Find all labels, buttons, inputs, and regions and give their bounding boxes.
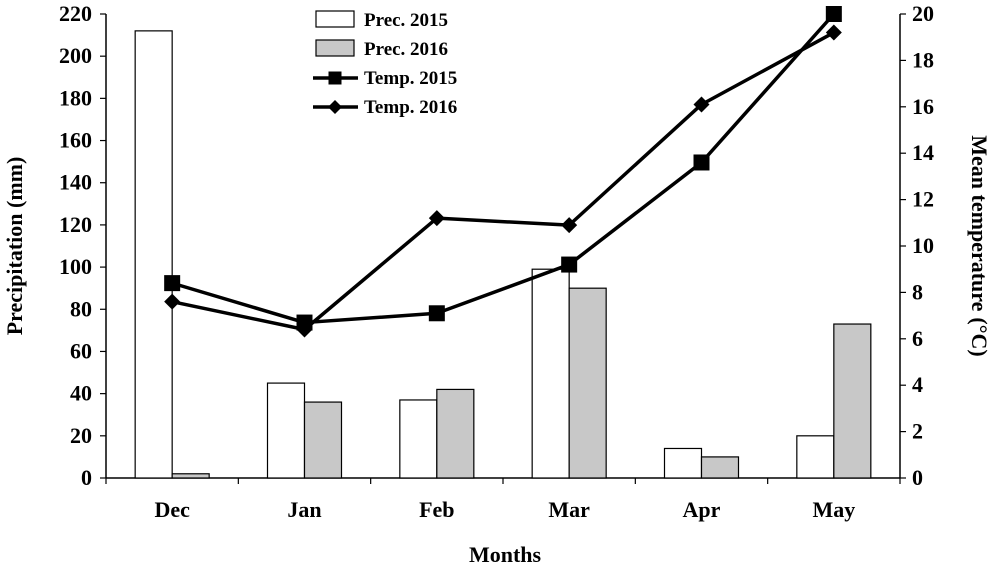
bar-prec-2016-may [833, 323, 872, 479]
y2-tick-label: 14 [912, 140, 934, 165]
y-tick-label: 140 [59, 170, 92, 195]
y-tick-label: 180 [59, 85, 92, 110]
line-temp-2015 [171, 12, 836, 325]
bar-prec-2016-dec [171, 473, 210, 479]
y2-tick-label: 0 [912, 465, 923, 490]
y2-tick-label: 10 [912, 233, 934, 258]
marker-temp-2016-jan [296, 321, 313, 338]
tick-labels: 0 20 40 60 80 100 120 140 160 180 200 220 0 2 4 6 8 10 12 1… [59, 1, 934, 522]
y-tick-label: 40 [70, 381, 92, 406]
y2-tick-label: 6 [912, 326, 923, 351]
y2-axis-title-main: Mean temperature [967, 135, 992, 311]
legend-swatch-prec-2016 [315, 39, 355, 57]
y-tick-label: 160 [59, 128, 92, 153]
bar-prec-2015-dec [134, 30, 173, 479]
y-tick-label: 0 [81, 465, 92, 490]
legend-marker-temp-2016 [328, 100, 342, 114]
y2-axis-title-unit: (°C) [967, 317, 992, 356]
x-tick-label-feb: Feb [419, 497, 454, 522]
x-tick-label-apr: Apr [683, 497, 721, 522]
axes [100, 13, 906, 484]
bar-prec-2015-jan [266, 382, 306, 479]
marker-temp-2015-feb [428, 305, 445, 322]
y-tick-label: 220 [59, 1, 92, 26]
bar-prec-2015-may [796, 435, 835, 479]
bar-prec-2015-feb [399, 399, 438, 479]
legend-swatch-prec-2015 [315, 10, 355, 28]
y-tick-label: 200 [59, 43, 92, 68]
legend-marker-temp-2015 [328, 71, 342, 85]
line-temp-2016 [171, 31, 835, 332]
y2-tick-label: 4 [912, 372, 923, 397]
x-tick-label-jan: Jan [287, 497, 321, 522]
y2-tick-label: 2 [912, 419, 923, 444]
marker-temp-2016-feb [428, 210, 445, 227]
bar-prec-2016-jan [303, 401, 343, 479]
y-tick-label: 100 [59, 254, 92, 279]
x-axis-title: Months [469, 542, 542, 567]
marker-temp-2016-apr [693, 96, 710, 113]
bar-prec-2016-feb [436, 388, 475, 479]
y-tick-label: 80 [70, 296, 92, 321]
y2-tick-label: 20 [912, 1, 934, 26]
y-axis-title: Precipitation (mm) [2, 157, 27, 336]
bar-prec-2016-mar [568, 287, 607, 479]
bar-prec-2015-mar [531, 268, 570, 479]
marker-temp-2015-dec [164, 275, 181, 292]
marker-temp-2016-may [825, 24, 842, 41]
y-tick-label: 60 [70, 338, 92, 363]
y2-tick-label: 18 [912, 47, 934, 72]
legend: Prec. 2015 Prec. 2016 Temp. 2015 Temp. 2… [313, 10, 457, 118]
temperature-lines [164, 6, 842, 338]
bar-prec-2016-apr [700, 456, 740, 479]
legend-label-temp-2016: Temp. 2016 [364, 97, 457, 118]
x-tick-label-may: May [812, 497, 855, 522]
marker-temp-2015-mar [561, 256, 578, 273]
bars [134, 30, 872, 479]
x-tick-label-mar: Mar [548, 497, 590, 522]
marker-temp-2015-apr [693, 154, 710, 171]
legend-label-prec-2015: Prec. 2015 [364, 10, 448, 31]
bar-prec-2015-apr [663, 447, 703, 479]
y2-tick-label: 16 [912, 94, 934, 119]
y-tick-label: 20 [70, 423, 92, 448]
marker-temp-2015-may [825, 6, 842, 22]
x-tick-label-dec: Dec [154, 497, 190, 522]
marker-temp-2016-dec [164, 293, 181, 310]
legend-label-temp-2015: Temp. 2015 [364, 68, 457, 89]
legend-label-prec-2016: Prec. 2016 [364, 39, 448, 60]
y2-tick-label: 8 [912, 279, 923, 304]
y2-tick-label: 12 [912, 187, 934, 212]
y-tick-label: 120 [59, 212, 92, 237]
marker-temp-2016-mar [561, 217, 578, 234]
y2-axis-title: Mean temperature (°C) [967, 135, 992, 356]
